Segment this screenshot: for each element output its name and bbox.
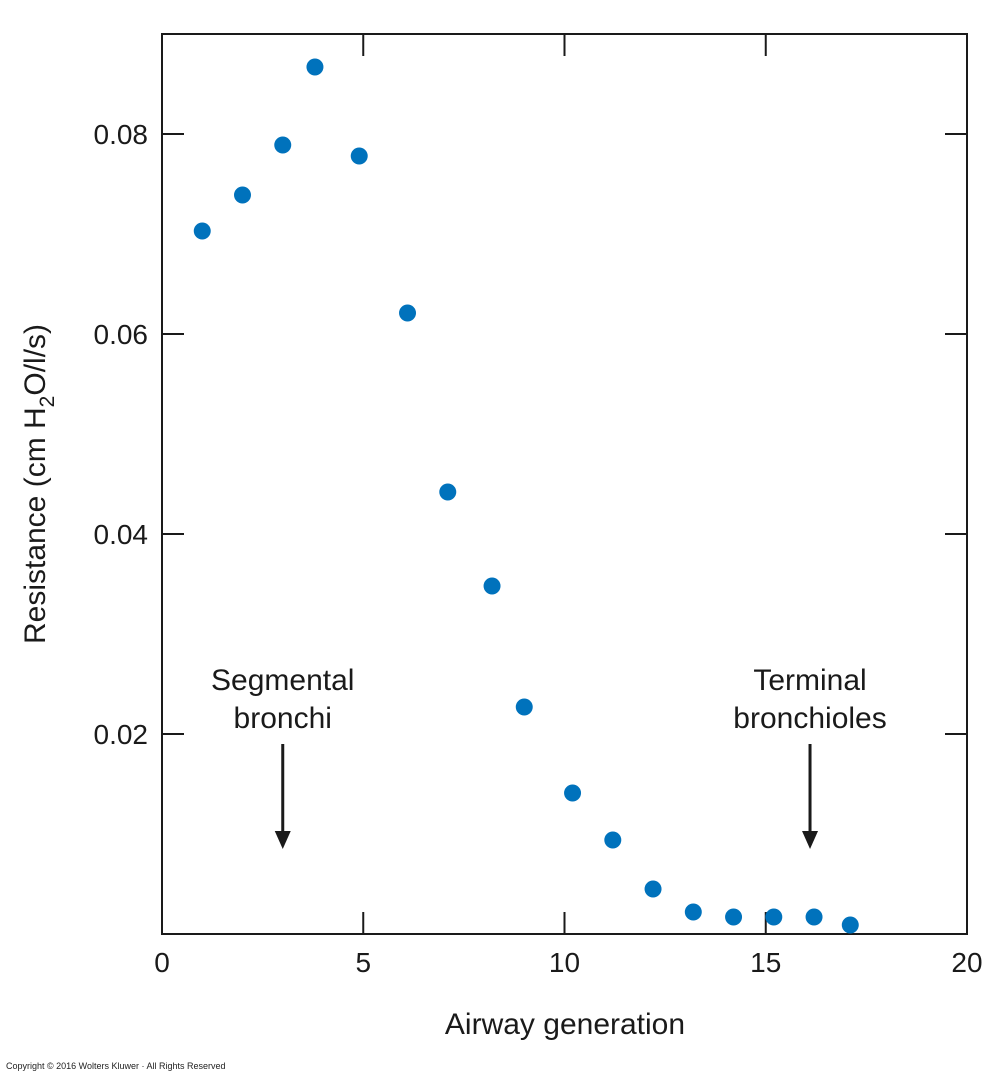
annotation-text-line: Terminal bbox=[753, 664, 866, 697]
annotations: Segmental bronchi Terminal bronchioles bbox=[211, 664, 887, 849]
annotation-text-line: Segmental bbox=[211, 664, 354, 697]
data-point bbox=[604, 831, 622, 849]
data-point bbox=[439, 483, 457, 501]
annotation-arrow-head bbox=[274, 831, 291, 849]
data-point bbox=[805, 908, 823, 926]
data-point bbox=[306, 58, 324, 76]
data-point bbox=[399, 304, 417, 322]
y-tick-label: 0.02 bbox=[94, 719, 149, 750]
x-tick-label: 20 bbox=[951, 947, 982, 978]
annotation-text-line: bronchi bbox=[234, 702, 332, 735]
data-point bbox=[350, 147, 368, 165]
data-point bbox=[274, 136, 292, 154]
copyright-notice: Copyright © 2016 Wolters Kluwer · All Ri… bbox=[6, 1061, 226, 1071]
data-point bbox=[193, 222, 211, 240]
annotation-text-line: bronchioles bbox=[733, 702, 886, 735]
x-tick-label: 10 bbox=[549, 947, 580, 978]
data-point bbox=[684, 903, 702, 921]
x-tick-label: 5 bbox=[355, 947, 371, 978]
data-point bbox=[483, 577, 501, 595]
data-point bbox=[515, 698, 533, 716]
y-axis-label: Resistance (cm H2O/l/s) bbox=[19, 324, 59, 644]
y-tick-label: 0.06 bbox=[94, 319, 149, 350]
y-tick-label: 0.04 bbox=[94, 519, 149, 550]
y-axis-label-part1: Resistance (cm H bbox=[19, 407, 52, 644]
y-axis-label-subscript: 2 bbox=[36, 396, 59, 408]
x-tick-label: 0 bbox=[154, 947, 170, 978]
data-point bbox=[564, 784, 582, 802]
data-point bbox=[765, 908, 783, 926]
annotation-arrow-head bbox=[802, 831, 819, 849]
y-tick-label: 0.08 bbox=[94, 119, 149, 150]
data-point bbox=[841, 916, 859, 934]
data-points bbox=[193, 58, 859, 934]
axis-ticks: 0 5 10 15 20 0.02 0.04 0.06 0.08 bbox=[94, 34, 983, 978]
data-point bbox=[725, 908, 743, 926]
data-point bbox=[234, 186, 251, 204]
x-tick-label: 15 bbox=[750, 947, 781, 978]
y-axis-label-part2: O/l/s) bbox=[19, 324, 52, 396]
data-point bbox=[644, 880, 662, 898]
x-axis-label: Airway generation bbox=[445, 1008, 685, 1041]
